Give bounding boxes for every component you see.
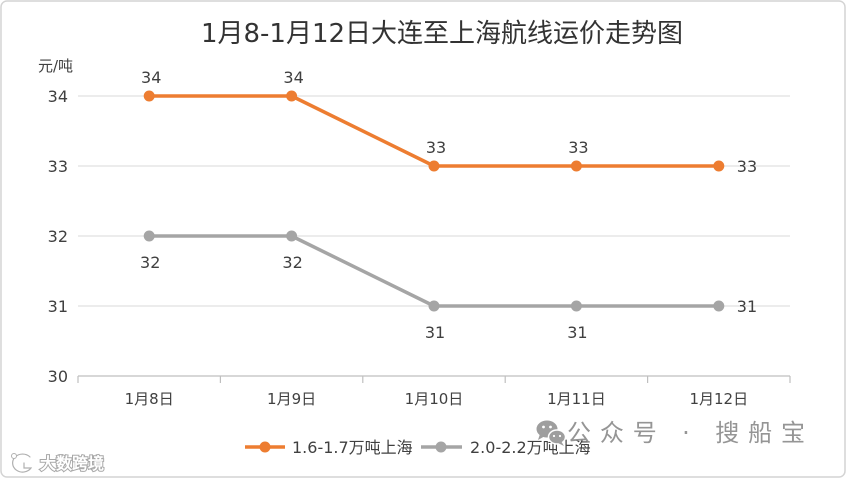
x-tick-label: 1月8日 (125, 390, 174, 408)
legend-item-series-1: 1.6-1.7万吨上海 (245, 438, 413, 457)
watermark-brand: 大数跨境 (10, 452, 105, 475)
legend-swatch-marker (435, 441, 447, 453)
series-layer (143, 90, 725, 312)
data-label: 34 (283, 68, 303, 87)
x-tick-label: 1月10日 (405, 390, 464, 408)
y-tick-label: 34 (48, 87, 68, 106)
y-axis-unit-label: 元/吨 (38, 57, 73, 75)
watermark-wechat-text: 公众号 · 搜船宝 (567, 419, 805, 447)
data-point (428, 160, 440, 172)
data-label: 32 (140, 253, 160, 272)
data-label: 33 (568, 138, 588, 157)
x-axis: 1月8日 1月9日 1月10日 1月11日 1月12日 (77, 375, 791, 408)
y-tick-label: 32 (48, 227, 68, 246)
x-tick-label: 1月11日 (547, 390, 606, 408)
data-point (143, 230, 155, 242)
data-point (713, 160, 725, 172)
data-point (428, 300, 440, 312)
data-label: 32 (282, 253, 302, 272)
data-labels: 34 34 33 33 33 32 32 31 31 31 (140, 68, 757, 342)
data-label: 34 (141, 68, 161, 87)
brand-logo-icon (10, 452, 35, 475)
legend-label: 1.6-1.7万吨上海 (292, 438, 413, 457)
x-tick-label: 1月12日 (689, 390, 748, 408)
data-label: 31 (425, 323, 445, 342)
data-point (286, 90, 298, 102)
data-label: 33 (737, 157, 757, 176)
chart-title: 1月8-1月12日大连至上海航线运价走势图 (201, 19, 683, 49)
legend-swatch-marker (259, 441, 271, 453)
data-point (713, 300, 725, 312)
wechat-icon (536, 420, 567, 446)
data-point (570, 160, 582, 172)
data-label: 33 (426, 138, 446, 157)
y-tick-label: 33 (48, 157, 68, 176)
data-point (143, 90, 155, 102)
data-label: 31 (567, 323, 587, 342)
data-label: 31 (737, 297, 757, 316)
data-point (286, 230, 298, 242)
watermark-wechat: 公众号 · 搜船宝 (536, 419, 805, 447)
y-axis: 30 31 32 33 34 (48, 87, 68, 386)
y-tick-label: 30 (48, 367, 68, 386)
watermark-brand-text: 大数跨境 (40, 454, 104, 473)
data-point (570, 300, 582, 312)
y-tick-label: 31 (48, 297, 68, 316)
x-tick-label: 1月9日 (267, 390, 316, 408)
